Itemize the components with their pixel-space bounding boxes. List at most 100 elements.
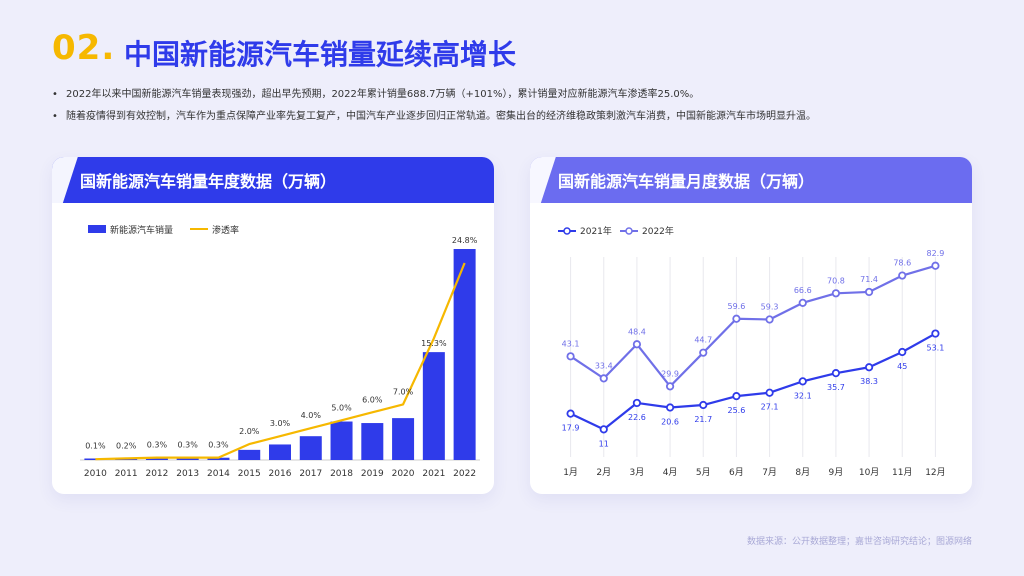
bar (453, 249, 476, 460)
data-point (699, 400, 708, 410)
data-point (798, 298, 807, 307)
data-label: 71.4 (860, 275, 878, 284)
x-tick-label: 2010 (84, 469, 107, 479)
bar (330, 421, 353, 460)
data-label: 15.3% (421, 339, 447, 348)
data-point (566, 352, 575, 361)
x-tick-label: 2021 (422, 469, 445, 479)
data-label: 59.3 (761, 302, 779, 311)
data-label: 24.8% (452, 236, 478, 245)
bar (299, 436, 322, 460)
bar (238, 449, 261, 460)
card-header: 国新能源汽车销量年度数据（万辆） (52, 157, 494, 203)
data-point (732, 314, 741, 323)
data-label: 82.9 (927, 249, 945, 258)
data-label: 21.7 (694, 415, 712, 424)
legend-marker (563, 227, 571, 235)
card-title: 国新能源汽车销量年度数据（万辆） (80, 172, 337, 191)
data-point (632, 340, 642, 349)
x-tick-label: 2017 (299, 469, 322, 479)
data-label: 29.9 (661, 369, 679, 378)
x-tick-label: 2016 (269, 469, 292, 479)
data-point (765, 315, 774, 324)
data-point (831, 369, 841, 378)
data-point (632, 398, 642, 408)
data-label: 6.0% (362, 395, 383, 404)
bar (207, 457, 230, 460)
legend-label: 2021年 (580, 225, 612, 237)
data-label: 17.9 (562, 424, 580, 433)
data-source: 数据来源：公开数据整理；嘉世咨询研究结论；图源网络 (746, 537, 972, 547)
x-tick-label: 9月 (829, 467, 844, 478)
data-point (665, 403, 675, 412)
data-point (798, 377, 807, 386)
x-tick-label: 2011 (115, 469, 138, 479)
data-label: 2.0% (239, 427, 260, 436)
data-label: 0.3% (178, 441, 199, 450)
data-point (699, 348, 708, 357)
data-point (599, 374, 608, 383)
data-label: 0.2% (116, 441, 137, 450)
bar (145, 458, 168, 460)
series-line-2022 (569, 264, 936, 388)
bar (176, 458, 199, 460)
x-tick-label: 6月 (729, 467, 744, 478)
monthly-sales-card: 国新能源汽车销量月度数据（万辆） 2021年 2022年 1月 2月 3月 4月 5月 6月 7… (530, 157, 972, 494)
section-number: 02. (52, 28, 116, 68)
x-tick-label: 2013 (176, 469, 199, 479)
monthly-sales-chart: 2021年 2022年 1月 2月 3月 4月 5月 6月 7月 8月 9月 10月 11月 12月 43.… (558, 225, 946, 478)
data-label: 27.1 (761, 403, 779, 412)
bar (269, 444, 291, 460)
data-label: 43.1 (562, 339, 580, 348)
legend-marker (625, 227, 633, 235)
x-tick-label: 12月 (925, 467, 945, 478)
x-tick-label: 2014 (207, 469, 230, 479)
data-point (831, 289, 841, 298)
data-label: 0.3% (208, 441, 229, 450)
x-tick-label: 10月 (859, 467, 879, 478)
series-line-2021 (570, 332, 936, 431)
data-point (898, 271, 907, 280)
data-point (732, 392, 741, 401)
bar (392, 418, 415, 460)
data-label: 48.4 (628, 327, 646, 336)
data-label: 7.0% (393, 387, 414, 396)
x-tick-label: 5月 (696, 467, 711, 478)
bullet-item: 随着疫情得到有效控制，汽车作为重点保障产业率先复工复产，中国汽车产业逐步回归正常… (52, 110, 816, 132)
data-label: 3.0% (270, 419, 291, 428)
legend-swatch-line (190, 228, 208, 230)
legend-swatch-bar (88, 225, 106, 233)
x-tick-label: 11月 (892, 467, 912, 478)
card-header: 国新能源汽车销量月度数据（万辆） (530, 157, 972, 203)
data-point (864, 287, 874, 297)
data-label: 0.1% (85, 442, 106, 451)
data-label: 59.6 (728, 302, 746, 311)
x-tick-label: 2012 (145, 469, 168, 479)
data-label: 25.6 (728, 406, 746, 415)
data-label: 38.3 (860, 377, 878, 386)
data-label: 20.6 (661, 418, 679, 427)
data-point (898, 347, 907, 357)
data-point (931, 329, 940, 338)
x-tick-label: 4月 (663, 467, 678, 478)
data-label: 11 (599, 439, 609, 448)
annual-sales-card: 国新能源汽车销量年度数据（万辆） 新能源汽车销量 渗透率 2010 2011 2012 2… (52, 157, 494, 494)
summary-bullets: 2022年以来中国新能源汽车销量表现强劲，超出早先预期，2022年累计销量688… (52, 88, 816, 132)
bar (361, 423, 384, 460)
legend-label: 渗透率 (212, 224, 239, 236)
data-label: 5.0% (331, 403, 352, 412)
data-label: 4.0% (301, 411, 322, 420)
data-point (599, 425, 608, 434)
penetration-line (95, 262, 466, 461)
data-label: 78.6 (893, 259, 911, 268)
x-tick-label: 8月 (795, 467, 810, 478)
bullet-item: 2022年以来中国新能源汽车销量表现强劲，超出早先预期，2022年累计销量688… (52, 88, 816, 110)
bar (422, 352, 445, 460)
data-label: 33.4 (595, 361, 613, 370)
annual-sales-chart: 新能源汽车销量 渗透率 2010 2011 2012 2013 2014 2015 2016 20… (80, 224, 480, 479)
data-label: 66.6 (794, 286, 812, 295)
x-tick-label: 2015 (238, 469, 261, 479)
data-label: 35.7 (827, 383, 845, 392)
data-label: 0.3% (147, 441, 168, 450)
data-point (566, 409, 575, 418)
